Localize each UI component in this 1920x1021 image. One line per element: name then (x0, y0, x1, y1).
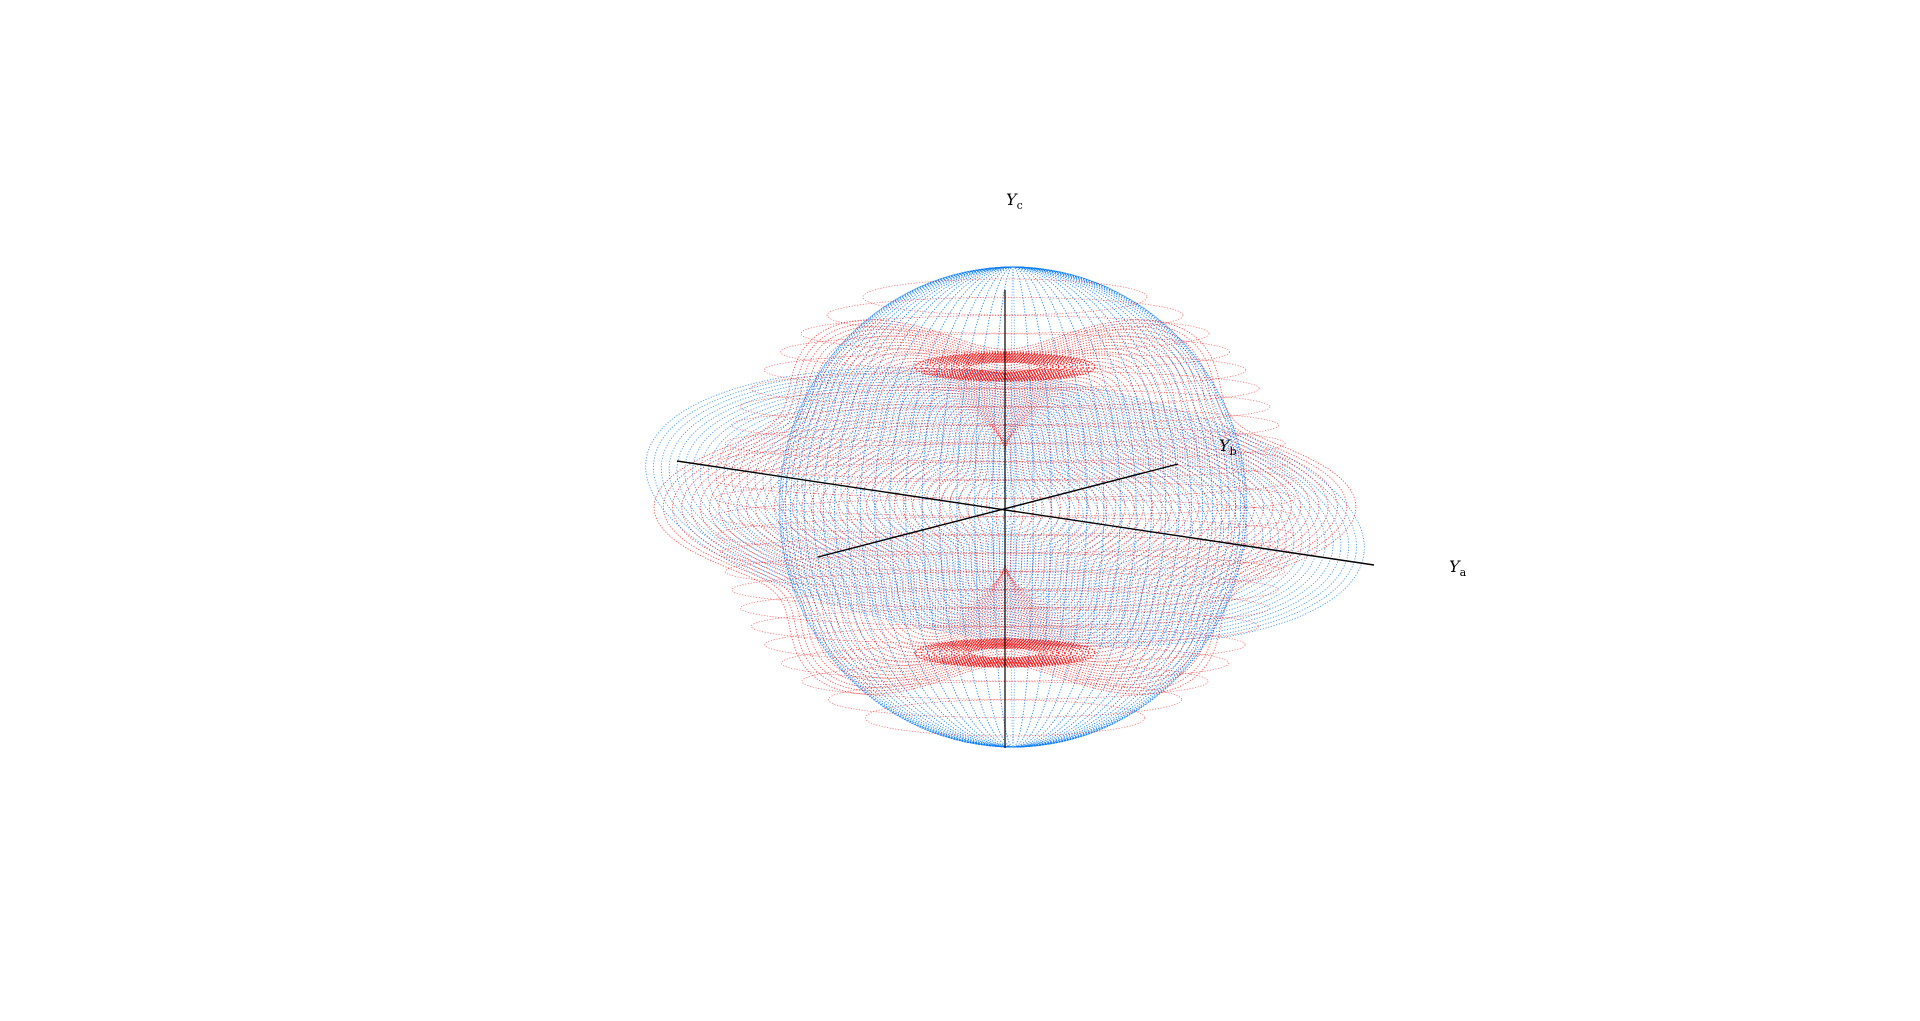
axis-line-b (817, 463, 1179, 558)
axis-symbol: Y (1449, 557, 1460, 576)
axis-symbol: Y (1219, 436, 1230, 455)
axis-label-ya: Ya (1449, 557, 1466, 579)
axis-line-a (676, 460, 1375, 566)
axis-symbol: Y (1006, 190, 1017, 209)
axis-subscript: b (1229, 445, 1237, 459)
axis-subscript: a (1459, 566, 1467, 580)
red-surface (653, 278, 1357, 737)
axis-label-yc: Yc (1006, 190, 1023, 212)
axis-label-yb: Yb (1219, 436, 1237, 458)
blue-surface (645, 265, 1365, 749)
axis-subscript: c (1016, 199, 1023, 213)
axes (676, 290, 1375, 748)
